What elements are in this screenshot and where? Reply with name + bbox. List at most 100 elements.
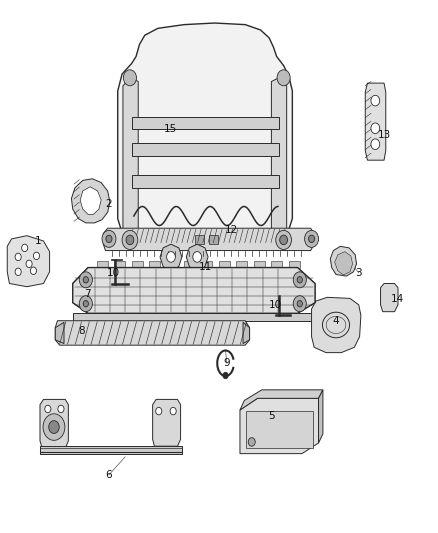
Text: 2: 2 [106, 199, 112, 209]
Text: 6: 6 [106, 470, 112, 480]
Circle shape [223, 372, 228, 378]
Polygon shape [114, 261, 125, 268]
Text: 5: 5 [268, 411, 275, 422]
Polygon shape [73, 268, 315, 313]
Polygon shape [40, 399, 68, 448]
Polygon shape [209, 235, 218, 244]
Text: 10: 10 [268, 300, 282, 310]
Polygon shape [73, 313, 315, 321]
Circle shape [304, 230, 318, 247]
Text: 9: 9 [223, 358, 230, 368]
Circle shape [83, 277, 88, 283]
Text: 4: 4 [333, 316, 339, 326]
Circle shape [30, 267, 36, 274]
Circle shape [277, 70, 290, 86]
Circle shape [15, 253, 21, 261]
Circle shape [33, 252, 39, 260]
Circle shape [297, 277, 302, 283]
Circle shape [106, 235, 112, 243]
Polygon shape [311, 297, 361, 353]
Polygon shape [80, 187, 101, 214]
Text: 15: 15 [163, 124, 177, 134]
Circle shape [170, 407, 176, 415]
Text: 12: 12 [225, 225, 238, 236]
Polygon shape [97, 261, 108, 268]
Polygon shape [7, 236, 49, 287]
Circle shape [79, 296, 92, 312]
Circle shape [280, 235, 288, 245]
Circle shape [297, 301, 302, 307]
Circle shape [276, 230, 291, 249]
Polygon shape [272, 78, 287, 240]
Polygon shape [132, 143, 279, 156]
Polygon shape [40, 446, 182, 454]
Polygon shape [118, 23, 292, 243]
Circle shape [293, 272, 306, 288]
Circle shape [166, 252, 175, 262]
Polygon shape [123, 78, 138, 240]
Circle shape [21, 244, 28, 252]
Circle shape [155, 407, 162, 415]
Text: 8: 8 [78, 326, 85, 336]
Circle shape [193, 252, 201, 262]
Polygon shape [240, 398, 318, 454]
Text: 10: 10 [107, 268, 120, 278]
Polygon shape [186, 244, 208, 272]
Polygon shape [184, 261, 195, 268]
Polygon shape [160, 244, 182, 272]
Polygon shape [219, 261, 230, 268]
Polygon shape [125, 232, 287, 243]
Polygon shape [297, 268, 315, 313]
Circle shape [45, 405, 51, 413]
Text: 1: 1 [35, 236, 41, 246]
Circle shape [49, 421, 59, 433]
Text: 11: 11 [198, 262, 212, 271]
Circle shape [293, 296, 306, 312]
Circle shape [43, 414, 65, 440]
Polygon shape [73, 268, 88, 313]
Polygon shape [365, 83, 386, 160]
Circle shape [15, 268, 21, 276]
Polygon shape [132, 117, 279, 130]
Circle shape [126, 235, 134, 245]
Circle shape [308, 235, 314, 243]
Polygon shape [149, 261, 160, 268]
Text: 14: 14 [391, 294, 404, 304]
Polygon shape [237, 261, 247, 268]
Polygon shape [246, 411, 313, 448]
Circle shape [371, 139, 380, 150]
Circle shape [102, 230, 116, 247]
Polygon shape [330, 246, 357, 276]
Polygon shape [127, 229, 285, 243]
Polygon shape [152, 399, 180, 446]
Circle shape [26, 260, 32, 268]
Polygon shape [254, 261, 265, 268]
Polygon shape [132, 261, 143, 268]
Polygon shape [166, 261, 177, 268]
Circle shape [58, 405, 64, 413]
Polygon shape [201, 261, 212, 268]
Text: 3: 3 [355, 268, 362, 278]
Polygon shape [103, 228, 314, 251]
Circle shape [79, 272, 92, 288]
Polygon shape [243, 322, 250, 344]
Polygon shape [318, 390, 323, 443]
Circle shape [371, 95, 380, 106]
Polygon shape [240, 390, 323, 410]
Circle shape [371, 123, 380, 134]
Polygon shape [335, 252, 353, 275]
Polygon shape [132, 175, 279, 188]
Polygon shape [195, 235, 204, 244]
Circle shape [122, 230, 138, 249]
Circle shape [248, 438, 255, 446]
Circle shape [83, 301, 88, 307]
Polygon shape [272, 261, 283, 268]
Polygon shape [289, 261, 300, 268]
Text: 7: 7 [84, 289, 91, 299]
Polygon shape [71, 179, 110, 223]
Polygon shape [55, 322, 64, 344]
Polygon shape [381, 284, 398, 312]
Circle shape [124, 70, 137, 86]
Text: 13: 13 [378, 130, 391, 140]
Polygon shape [55, 321, 250, 345]
